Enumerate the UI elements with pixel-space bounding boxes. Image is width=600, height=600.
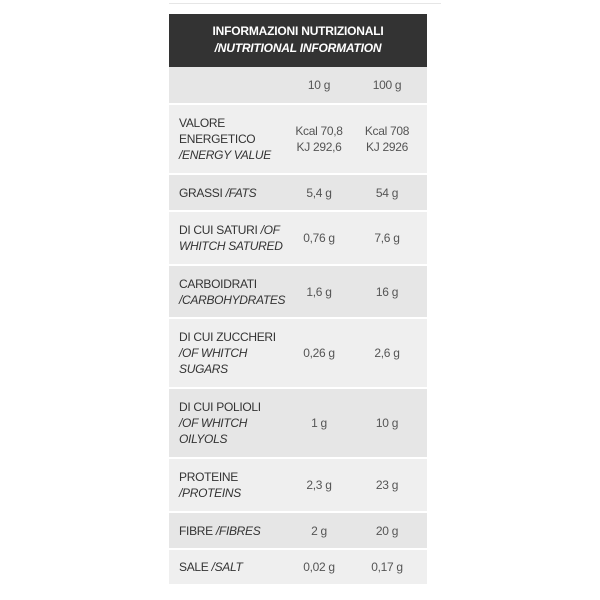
nutrient-label: PROTEINE/PROTEINS [169,469,287,501]
nutrient-label: CARBOIDRATI/CARBOHYDRATES [169,276,287,308]
table-row: PROTEINE/PROTEINS 2,3 g 23 g [169,459,427,513]
value-per-10g: 0,76 g [285,230,353,246]
value-text: 0,76 g [303,231,335,245]
value-text: 1,6 g [306,284,332,299]
label-italian: DI CUI SATURI [179,223,261,237]
value-per-10g: 2 g [285,523,353,539]
label-english: /PROTEINS [179,486,241,500]
label-italian: PROTEINE [179,470,238,484]
value-text: 20 g [375,523,399,538]
table-row: GRASSI /FATS 5,4 g 54 g [169,175,427,212]
value-text: 0,26 g [303,346,335,360]
value-per-10g: 0,02 g [285,559,353,575]
value-text: 16 g [375,284,399,299]
label-italian: ENERGETICO [179,132,256,146]
value-per-100g: 23 g [353,477,421,493]
label-english: /OF [260,223,280,237]
table-row: DI CUI SATURI /OF WHITCH SATURED 0,76 g 7,6… [169,212,427,266]
nutrient-label: VALORE ENERGETICO/ENERGY VALUE [169,115,287,163]
value-per-100g: 10 g [353,415,421,431]
value-per-100g: 54 g [353,185,421,201]
label-italian: VALORE [179,116,225,130]
value-text: 2,3 g [306,478,332,492]
nutrient-label: GRASSI /FATS [169,185,287,201]
column-100g: 100 g [372,78,402,92]
value-text: Kcal 70,8 [295,124,343,138]
label-english: /CARBOHYDRATES [179,292,286,307]
value-per-10g: Kcal 70,8 KJ 292,6 [285,123,353,155]
label-english: OILYOLS [179,432,228,446]
value-text: 2 g [311,523,327,538]
table-row: DI CUI ZUCCHERI/OF WHITCH SUGARS 0,26 g 2,6… [169,319,427,389]
table-row: DI CUI POLIOLI/OF WHITCH OILYOLS 1 g 10 g [169,389,427,459]
value-text: KJ 292,6 [296,140,342,154]
value-text: 5,4 g [306,185,332,200]
header-title: INFORMAZIONI NUTRIZIONALI [212,24,384,38]
label-english: SUGARS [179,362,228,376]
value-per-100g: Kcal 708 KJ 2926 [353,123,421,155]
value-per-100g: 2,6 g [353,345,421,361]
value-text: 0,02 g [303,560,335,574]
nutrient-label: FIBRE /FIBRES [169,523,287,539]
label-english: /OF WHITCH [179,346,248,360]
value-per-10g: 5,4 g [285,185,353,201]
label-italian: SALE [179,560,212,574]
nutrient-label: DI CUI SATURI /OF WHITCH SATURED [169,222,287,254]
label-italian: CARBOIDRATI [179,276,257,291]
value-per-10g: 0,26 g [285,345,353,361]
label-italian: DI CUI ZUCCHERI [179,330,276,344]
label-english: /FIBRES [215,523,261,538]
column-10g: 10 g [307,78,331,92]
label-english: /OF WHITCH [179,416,248,430]
top-divider [169,3,441,4]
label-english: /SALT [211,560,243,574]
value-text: Kcal 708 [364,124,410,138]
label-english: /ENERGY VALUE [179,148,271,162]
value-text: 2,6 g [374,346,400,360]
nutrient-label: SALE /SALT [169,559,287,575]
table-header: INFORMAZIONI NUTRIZIONALI /NUTRITIONAL I… [169,14,427,67]
label-italian: GRASSI [179,185,226,200]
label-english: WHITCH SATURED [179,239,283,253]
column-header-row: 10 g 100 g [169,67,427,105]
value-text: KJ 2926 [366,140,408,154]
value-text: 10 g [375,416,399,430]
value-per-100g: 0,17 g [353,559,421,575]
value-per-10g: 1 g [285,415,353,431]
table-row: SALE /SALT 0,02 g 0,17 g [169,550,427,586]
value-text: 54 g [375,185,399,200]
value-text: 0,17 g [371,560,403,574]
table-row: VALORE ENERGETICO/ENERGY VALUE Kcal 70,8 KJ… [169,105,427,175]
nutrient-label: DI CUI ZUCCHERI/OF WHITCH SUGARS [169,329,287,377]
nutrition-table: INFORMAZIONI NUTRIZIONALI /NUTRITIONAL I… [169,14,427,586]
value-text: 23 g [375,478,399,492]
value-per-100g: 7,6 g [353,230,421,246]
header-subtitle: /NUTRITIONAL INFORMATION [214,41,382,55]
label-italian: DI CUI POLIOLI [179,400,261,414]
value-text: 1 g [311,416,327,430]
table-row: FIBRE /FIBRES 2 g 20 g [169,513,427,550]
label-english: /FATS [225,185,257,200]
label-italian: FIBRE [179,523,216,538]
value-text: 7,6 g [374,231,400,245]
value-per-100g: 16 g [353,284,421,300]
value-per-10g: 1,6 g [285,284,353,300]
nutrient-label: DI CUI POLIOLI/OF WHITCH OILYOLS [169,399,287,447]
table-row: CARBOIDRATI/CARBOHYDRATES 1,6 g 16 g [169,266,427,319]
value-per-100g: 20 g [353,523,421,539]
value-per-10g: 2,3 g [285,477,353,493]
